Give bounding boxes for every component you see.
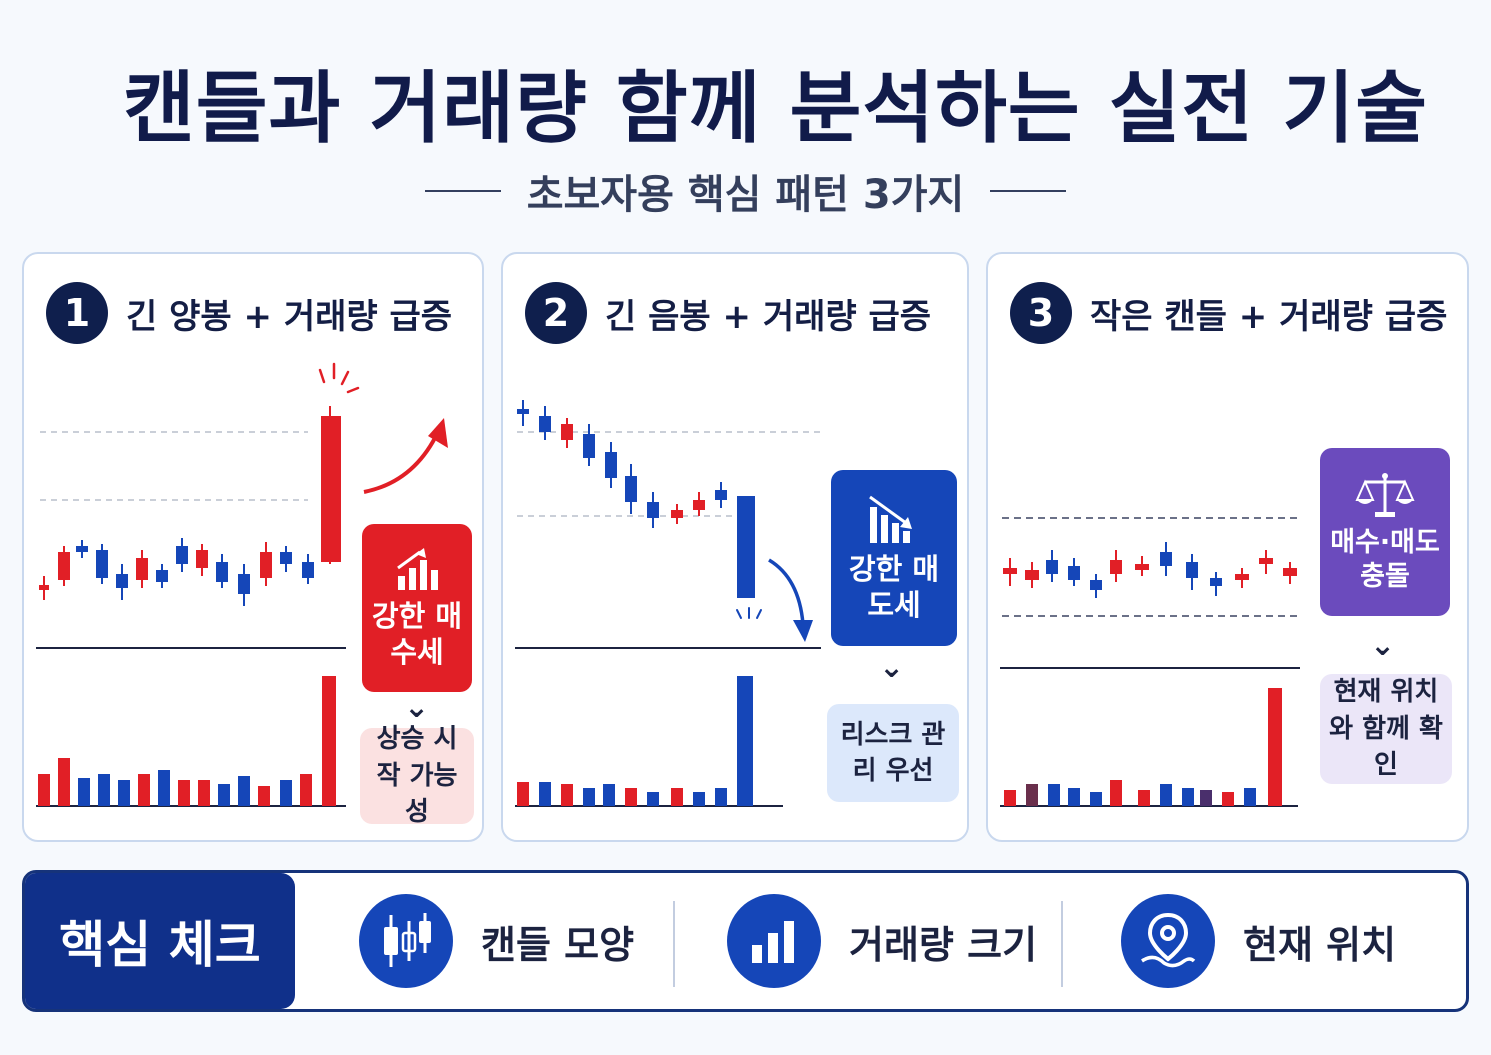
panel-3-title: 작은 캔들 + 거래량 급증 <box>1090 296 1448 337</box>
check-item-candle-shape: 캔들 모양 <box>359 873 634 1009</box>
check-item-current-position-label: 현재 위치 <box>1243 922 1397 967</box>
subtitle-rule-right <box>990 190 1067 192</box>
subtitle-rule-left <box>424 190 501 192</box>
panel-1-chart <box>24 254 484 842</box>
panel-1-note: 상승 시작 가능성 <box>360 724 474 827</box>
panel-2-number-badge: 2 <box>525 282 587 344</box>
panel-2-volume-bars <box>517 676 753 806</box>
panel-1-chart-svg <box>36 362 448 807</box>
check-item-volume-size-label: 거래량 크기 <box>849 922 1038 967</box>
bar-chart-icon <box>727 894 821 988</box>
balance-scale-icon <box>1355 473 1415 518</box>
panel-1-candles <box>39 406 341 606</box>
rising-bars-icon <box>397 547 438 590</box>
panel-3-chart <box>988 254 1469 842</box>
panel-2-header: 2 긴 음봉 + 거래량 급증 <box>525 282 931 344</box>
panel-1-header: 1 긴 양봉 + 거래량 급증 <box>46 282 452 344</box>
panel-2-candles <box>517 400 755 598</box>
panel-2-chart-svg <box>515 400 823 807</box>
pattern-panel-1: 1 긴 양봉 + 거래량 급증 <box>22 252 484 842</box>
check-item-current-position: 현재 위치 <box>1121 873 1396 1009</box>
panel-3-candles <box>1003 542 1297 598</box>
panel-1-chevron-down-icon: ⌄ <box>404 690 430 725</box>
panel-2-chart <box>503 254 969 842</box>
panel-2-signal-box: 강한 매도세 <box>831 470 957 646</box>
panel-3-number-badge: 3 <box>1010 282 1072 344</box>
panel-2-down-arrow <box>768 558 805 625</box>
candlestick-icon <box>359 894 453 988</box>
panel-3-volume-bars <box>1004 688 1282 806</box>
panel-2-note: 리스크 관리 우선 <box>827 704 959 802</box>
check-divider-2 <box>1061 901 1063 987</box>
panel-1-title: 긴 양봉 + 거래량 급증 <box>126 296 453 337</box>
check-divider-1 <box>673 901 675 987</box>
pattern-panel-2: 2 긴 음봉 + 거래량 급증 <box>501 252 969 842</box>
pattern-panel-3: 3 작은 캔들 + 거래량 급증 <box>986 252 1469 842</box>
panel-1-signal-label: 강한 매수세 <box>371 598 463 669</box>
key-check-label: 핵심 체크 <box>25 873 295 1009</box>
panel-2-title: 긴 음봉 + 거래량 급증 <box>605 296 932 337</box>
panel-1-up-arrow <box>363 431 440 494</box>
panel-1-number-badge: 1 <box>46 282 108 344</box>
page-subtitle: 초보자용 핵심 패턴 3가지 <box>526 172 965 218</box>
panel-3-chart-svg <box>1000 517 1300 807</box>
panel-2-signal-label: 강한 매도세 <box>848 551 940 622</box>
panel-1-spark <box>318 362 360 394</box>
panel-3-chevron-down-icon: ⌄ <box>1370 628 1396 663</box>
panel-2-spark <box>736 607 762 619</box>
panel-3-signal-label: 매수·매도 충돌 <box>1330 527 1440 592</box>
key-check-bar: 핵심 체크 캔들 모양 거래량 크기 현재 위치 <box>22 870 1469 1012</box>
panel-1-volume-bars <box>38 676 336 806</box>
falling-bars-icon <box>869 495 912 543</box>
page-title: 캔들과 거래량 함께 분석하는 실전 기술 <box>123 64 1428 154</box>
location-pin-icon <box>1121 894 1215 988</box>
panel-3-note: 현재 위치와 함께 확인 <box>1320 674 1452 784</box>
panel-3-header: 3 작은 캔들 + 거래량 급증 <box>1010 282 1447 344</box>
panel-2-chevron-down-icon: ⌄ <box>879 650 905 685</box>
check-item-volume-size: 거래량 크기 <box>727 873 1037 1009</box>
check-item-candle-shape-label: 캔들 모양 <box>481 922 635 967</box>
subtitle-row: 초보자용 핵심 패턴 3가지 <box>0 162 1491 220</box>
panel-1-signal-box: 강한 매수세 <box>362 524 472 692</box>
panel-3-signal-box: 매수·매도 충돌 <box>1320 448 1450 616</box>
